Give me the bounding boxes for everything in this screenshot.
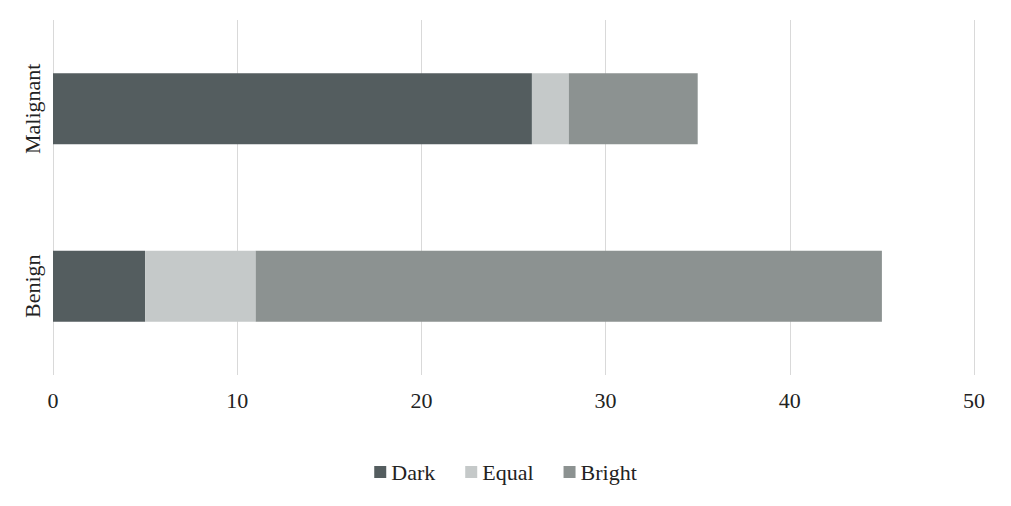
svg-text:0: 0: [48, 388, 59, 413]
svg-text:40: 40: [779, 388, 801, 413]
svg-text:20: 20: [410, 388, 432, 413]
svg-text:30: 30: [595, 388, 617, 413]
svg-text:Malignant: Malignant: [20, 64, 45, 154]
svg-text:50: 50: [963, 388, 985, 413]
svg-text:10: 10: [226, 388, 248, 413]
svg-text:Dark: Dark: [391, 460, 435, 485]
svg-text:Equal: Equal: [482, 460, 533, 485]
svg-text:Benign: Benign: [20, 254, 45, 318]
svg-text:Bright: Bright: [581, 460, 637, 485]
